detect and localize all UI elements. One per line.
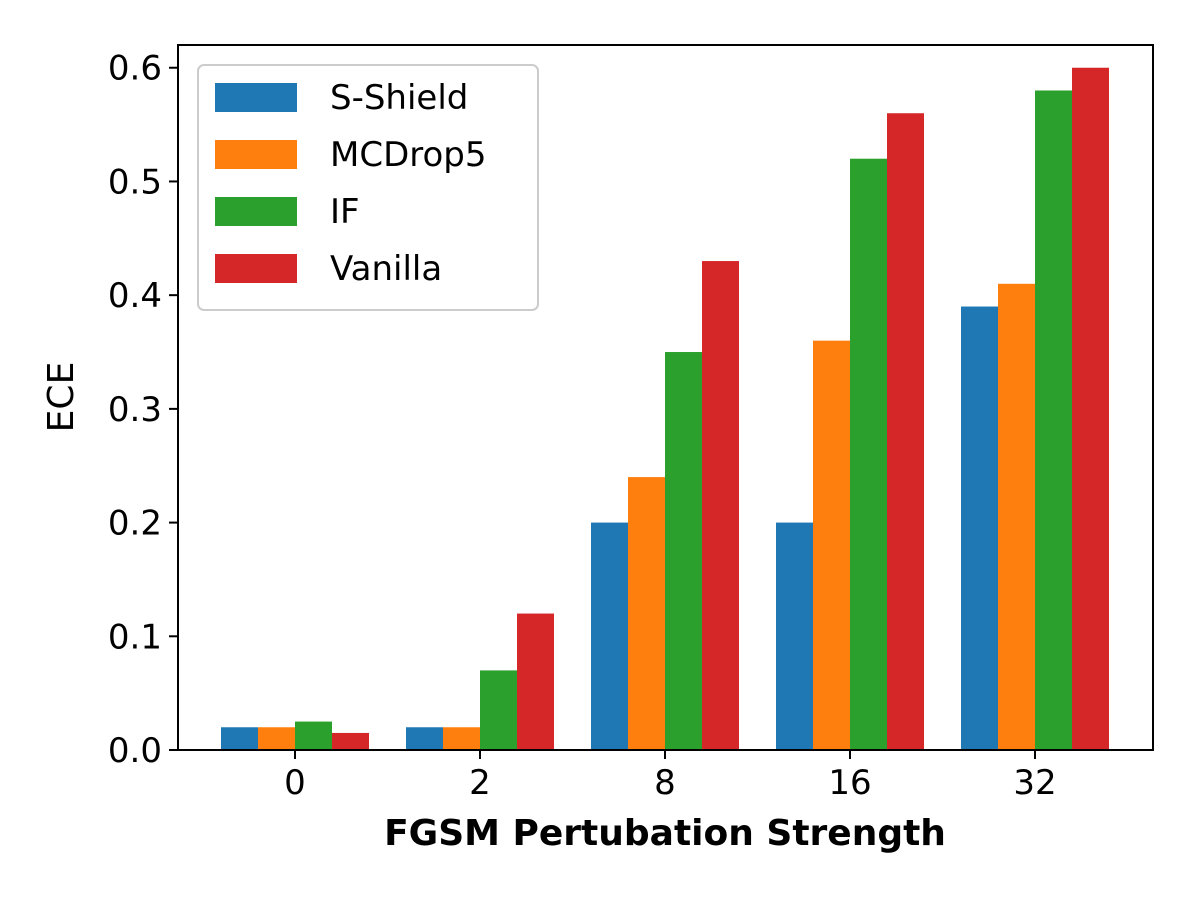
- y-tick-label: 0.6: [108, 49, 162, 89]
- legend-swatch-mcdrop5: [215, 140, 297, 169]
- bar-vanilla-32: [1072, 67, 1109, 750]
- bar-vanilla-0: [332, 732, 369, 750]
- bar-s-shield-16: [776, 522, 813, 750]
- x-axis-title: FGSM Pertubation Strength: [384, 813, 946, 854]
- bar-vanilla-2: [517, 613, 554, 750]
- x-tick-label: 16: [828, 763, 871, 803]
- x-tick-label: 0: [284, 763, 306, 803]
- x-tick-label: 32: [1013, 763, 1056, 803]
- legend-swatch-s-shield: [215, 83, 297, 112]
- x-axis-ticks: 0 2 8 16 32: [284, 750, 1057, 803]
- legend-label-s-shield: S-Shield: [330, 78, 468, 118]
- legend-label-vanilla: Vanilla: [330, 249, 442, 289]
- bar-s-shield-8: [591, 522, 628, 750]
- y-axis-ticks: 0.0 0.1 0.2 0.3 0.4 0.5 0.6: [108, 49, 178, 771]
- x-tick-label: 2: [469, 763, 491, 803]
- bar-mcdrop5-32: [998, 283, 1035, 750]
- y-tick-label: 0.5: [108, 162, 162, 202]
- x-tick-label: 8: [654, 763, 676, 803]
- bar-if-2: [480, 670, 517, 750]
- bar-mcdrop5-8: [628, 477, 665, 750]
- bar-if-32: [1035, 90, 1072, 750]
- y-tick-label: 0.4: [108, 276, 162, 316]
- bar-mcdrop5-16: [813, 340, 850, 750]
- bar-if-0: [295, 721, 332, 750]
- y-axis-title: ECE: [41, 362, 82, 433]
- y-tick-label: 0.2: [108, 504, 162, 544]
- legend-label-mcdrop5: MCDrop5: [330, 135, 487, 175]
- bar-vanilla-8: [702, 261, 739, 750]
- legend-swatch-vanilla: [215, 254, 297, 283]
- bar-if-8: [665, 352, 702, 750]
- y-tick-label: 0.1: [108, 617, 162, 657]
- bar-s-shield-2: [406, 727, 443, 750]
- bar-if-16: [850, 158, 887, 751]
- y-tick-label: 0.3: [108, 390, 162, 430]
- bar-vanilla-16: [887, 113, 924, 750]
- bar-s-shield-0: [221, 727, 258, 750]
- y-tick-label: 0.0: [108, 731, 162, 771]
- bars-group: [221, 67, 1109, 751]
- legend: S-Shield MCDrop5 IF Vanilla: [197, 64, 539, 311]
- bar-mcdrop5-2: [443, 727, 480, 750]
- legend-box: [197, 64, 539, 311]
- bar-mcdrop5-0: [258, 727, 295, 750]
- legend-label-if: IF: [330, 192, 360, 232]
- legend-swatch-if: [215, 197, 297, 226]
- bar-s-shield-32: [961, 306, 998, 750]
